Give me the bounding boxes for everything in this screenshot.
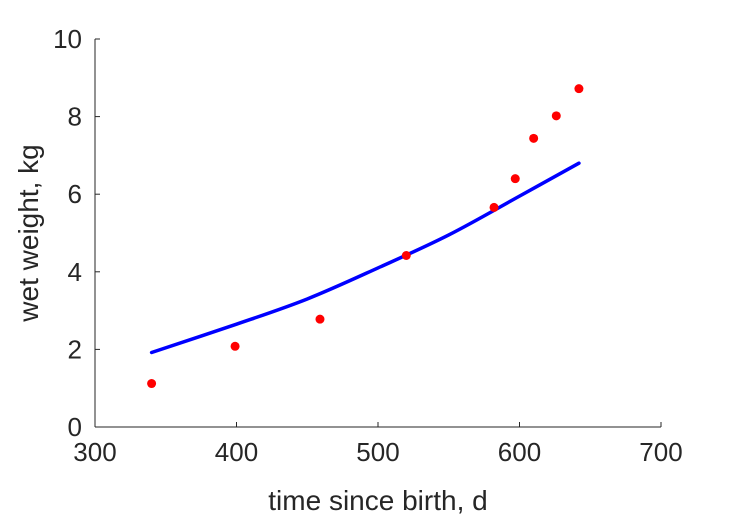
y-tick-label: 6 <box>68 179 82 209</box>
data-point <box>551 111 561 121</box>
x-tick-label: 700 <box>639 437 682 467</box>
y-tick-label: 4 <box>68 257 82 287</box>
y-tick-label: 8 <box>68 102 82 132</box>
data-point <box>230 341 240 351</box>
x-axis-label: time since birth, d <box>268 485 487 516</box>
data-point <box>574 84 584 94</box>
ticks: 300 400 500 600 700 0 2 4 6 8 10 <box>53 24 683 467</box>
x-tick-label: 300 <box>73 437 116 467</box>
data-point <box>401 251 411 261</box>
y-tick-label: 0 <box>68 412 82 442</box>
data-point <box>510 174 520 184</box>
data-point <box>315 314 325 324</box>
axes <box>94 39 661 428</box>
plot-area <box>147 84 584 389</box>
data-point <box>529 133 539 143</box>
x-tick-label: 500 <box>356 437 399 467</box>
x-tick-label: 600 <box>498 437 541 467</box>
y-axis-label: wet weight, kg <box>13 144 44 322</box>
y-tick-label: 2 <box>68 334 82 364</box>
data-point <box>147 379 157 389</box>
x-tick-label: 400 <box>215 437 258 467</box>
fit-curve <box>149 161 581 355</box>
data-point <box>489 202 499 212</box>
y-tick-label: 10 <box>53 24 82 54</box>
